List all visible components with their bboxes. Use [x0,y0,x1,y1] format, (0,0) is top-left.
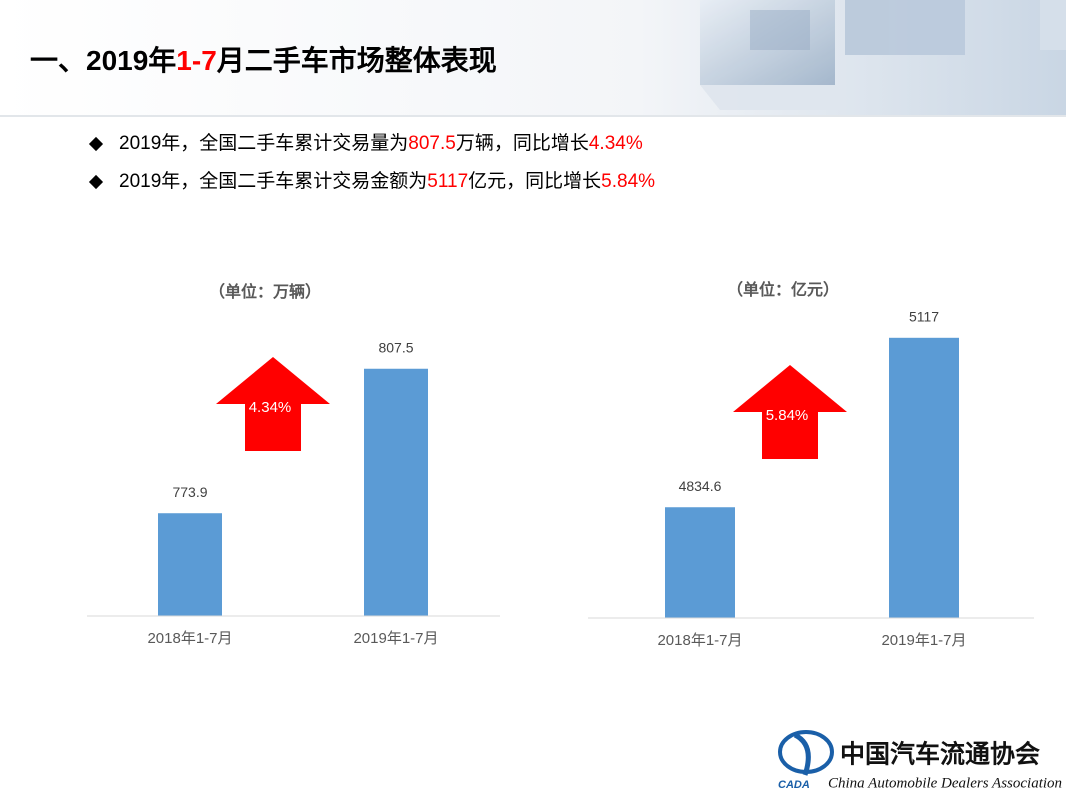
bar [889,337,959,618]
growth-label: 5.84% [766,407,809,424]
bar [665,507,735,618]
text-segment: 万辆，同比增长 [456,132,589,154]
text-segment: 亿元，同比增长 [468,170,601,192]
text-segment: 一、2019年 [30,44,176,76]
bullet-text: 2019年，全国二手车累计交易金额为5117亿元，同比增长5.84% [119,170,655,192]
text-segment: 5117 [427,171,468,192]
org-name-cn: 中国汽车流通协会 [840,740,1040,769]
growth-arrow [733,365,847,459]
logo-mark: CADA [778,779,810,791]
bullet-diamond [88,174,104,190]
x-tick-label: 2018年1-7月 [657,632,742,649]
data-label: 5117 [909,309,939,325]
text-segment: 5.84% [601,171,655,192]
bar [364,368,428,616]
text-segment: 807.5 [408,133,456,154]
bullet-diamond [88,136,104,152]
text-segment: 月二手车市场整体表现 [216,44,497,76]
slide-title: 一、2019年1-7月二手车市场整体表现 [30,44,497,76]
chart-subtitle: （单位：亿元） [727,280,839,299]
text-segment: 4.34% [589,133,643,154]
x-tick-label: 2018年1-7月 [147,630,232,647]
data-label: 807.5 [378,339,413,355]
text-segment: 1-7 [176,45,216,76]
header-image [700,0,1066,110]
text-segment: 2019年，全国二手车累计交易金额为 [119,170,427,192]
growth-label: 4.34% [249,399,292,416]
bar [158,513,222,616]
bullet-text: 2019年，全国二手车累计交易量为807.5万辆，同比增长4.34% [119,132,643,154]
logo: CADA 中国汽车流通协会 China Automobile Dealers A… [778,730,1062,791]
data-label: 4834.6 [679,478,722,494]
growth-arrow [216,357,330,451]
x-tick-label: 2019年1-7月 [881,632,966,649]
org-name-en: China Automobile Dealers Association [828,775,1062,791]
text-segment: 2019年，全国二手车累计交易量为 [119,132,408,154]
x-tick-label: 2019年1-7月 [353,630,438,647]
chart-subtitle: （单位：万辆） [209,282,321,301]
data-label: 773.9 [172,484,207,500]
